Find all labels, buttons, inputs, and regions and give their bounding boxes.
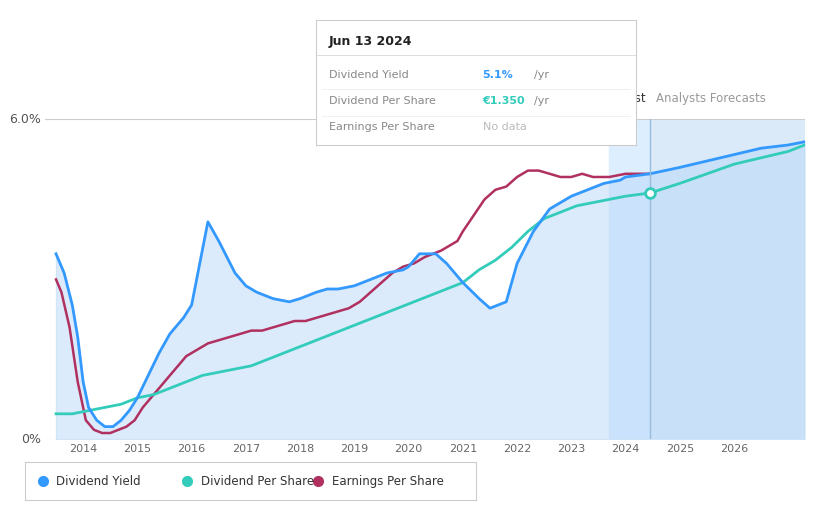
Text: Jun 13 2024: Jun 13 2024 — [329, 35, 412, 48]
Text: Dividend Yield: Dividend Yield — [57, 475, 141, 488]
Text: Past: Past — [621, 92, 646, 105]
Text: Dividend Yield: Dividend Yield — [329, 70, 409, 80]
Text: Dividend Per Share: Dividend Per Share — [201, 475, 314, 488]
Text: Earnings Per Share: Earnings Per Share — [329, 122, 434, 133]
Text: €1.350: €1.350 — [483, 96, 525, 106]
Text: Analysts Forecasts: Analysts Forecasts — [656, 92, 766, 105]
Text: /yr: /yr — [534, 96, 548, 106]
Text: Earnings Per Share: Earnings Per Share — [332, 475, 443, 488]
Bar — [650, 119, 805, 439]
Text: Dividend Per Share: Dividend Per Share — [329, 96, 436, 106]
Text: No data: No data — [483, 122, 526, 133]
Text: /yr: /yr — [534, 70, 548, 80]
Bar — [609, 119, 650, 439]
Text: 5.1%: 5.1% — [483, 70, 513, 80]
Text: 0%: 0% — [21, 433, 41, 446]
Text: 6.0%: 6.0% — [10, 113, 41, 126]
